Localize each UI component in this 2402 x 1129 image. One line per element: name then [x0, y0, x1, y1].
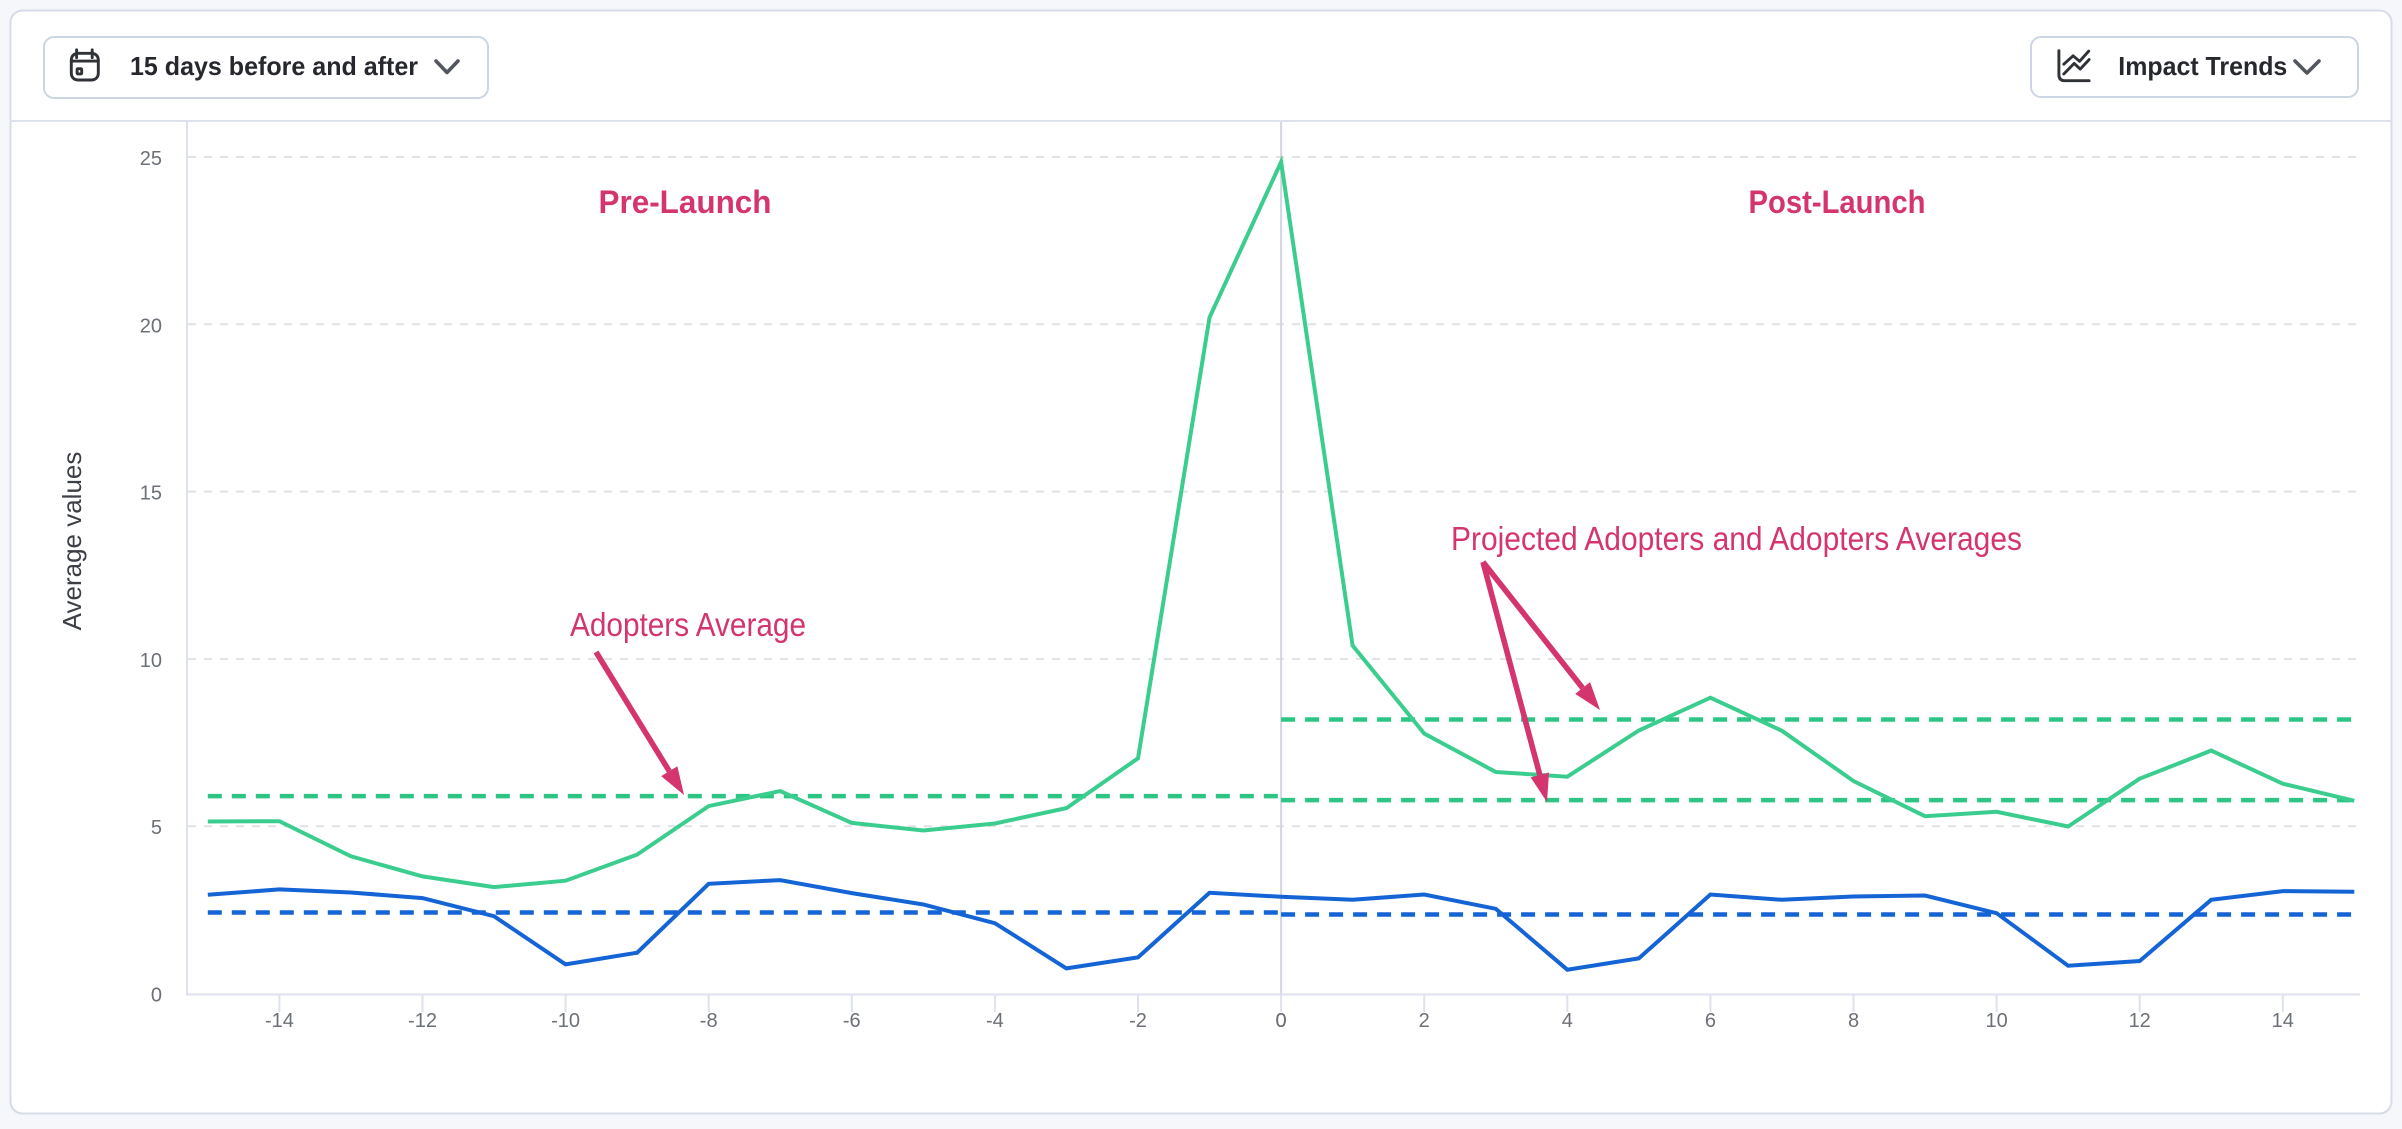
svg-text:0: 0 [151, 985, 162, 1007]
svg-text:Average values: Average values [57, 452, 87, 631]
svg-text:12: 12 [2129, 1010, 2151, 1032]
svg-text:-6: -6 [843, 1010, 861, 1032]
svg-text:-14: -14 [265, 1010, 294, 1032]
svg-text:25: 25 [140, 148, 162, 170]
svg-text:10: 10 [140, 650, 162, 672]
svg-text:Projected Adopters and Adopter: Projected Adopters and Adopters Averages [1451, 520, 2022, 557]
svg-text:4: 4 [1562, 1010, 1573, 1032]
svg-text:0: 0 [1276, 1010, 1287, 1032]
svg-text:-12: -12 [408, 1010, 437, 1032]
svg-text:5: 5 [151, 817, 162, 839]
svg-text:15 days before and after: 15 days before and after [130, 51, 418, 81]
svg-text:0: 0 [1276, 1010, 1287, 1032]
svg-text:-4: -4 [986, 1010, 1004, 1032]
svg-text:Adopters Average: Adopters Average [570, 606, 806, 643]
svg-text:8: 8 [1848, 1010, 1859, 1032]
svg-text:Impact Trends: Impact Trends [2118, 51, 2287, 81]
svg-text:10: 10 [1985, 1010, 2007, 1032]
svg-text:15: 15 [140, 483, 162, 505]
svg-text:6: 6 [1705, 1010, 1716, 1032]
svg-text:-2: -2 [1129, 1010, 1147, 1032]
svg-text:Post-Launch: Post-Launch [1749, 184, 1926, 220]
svg-text:-10: -10 [551, 1010, 580, 1032]
svg-text:2: 2 [1419, 1010, 1430, 1032]
svg-text:Pre-Launch: Pre-Launch [599, 184, 772, 220]
svg-text:14: 14 [2272, 1010, 2294, 1032]
svg-text:20: 20 [140, 315, 162, 337]
svg-text:-8: -8 [700, 1010, 718, 1032]
